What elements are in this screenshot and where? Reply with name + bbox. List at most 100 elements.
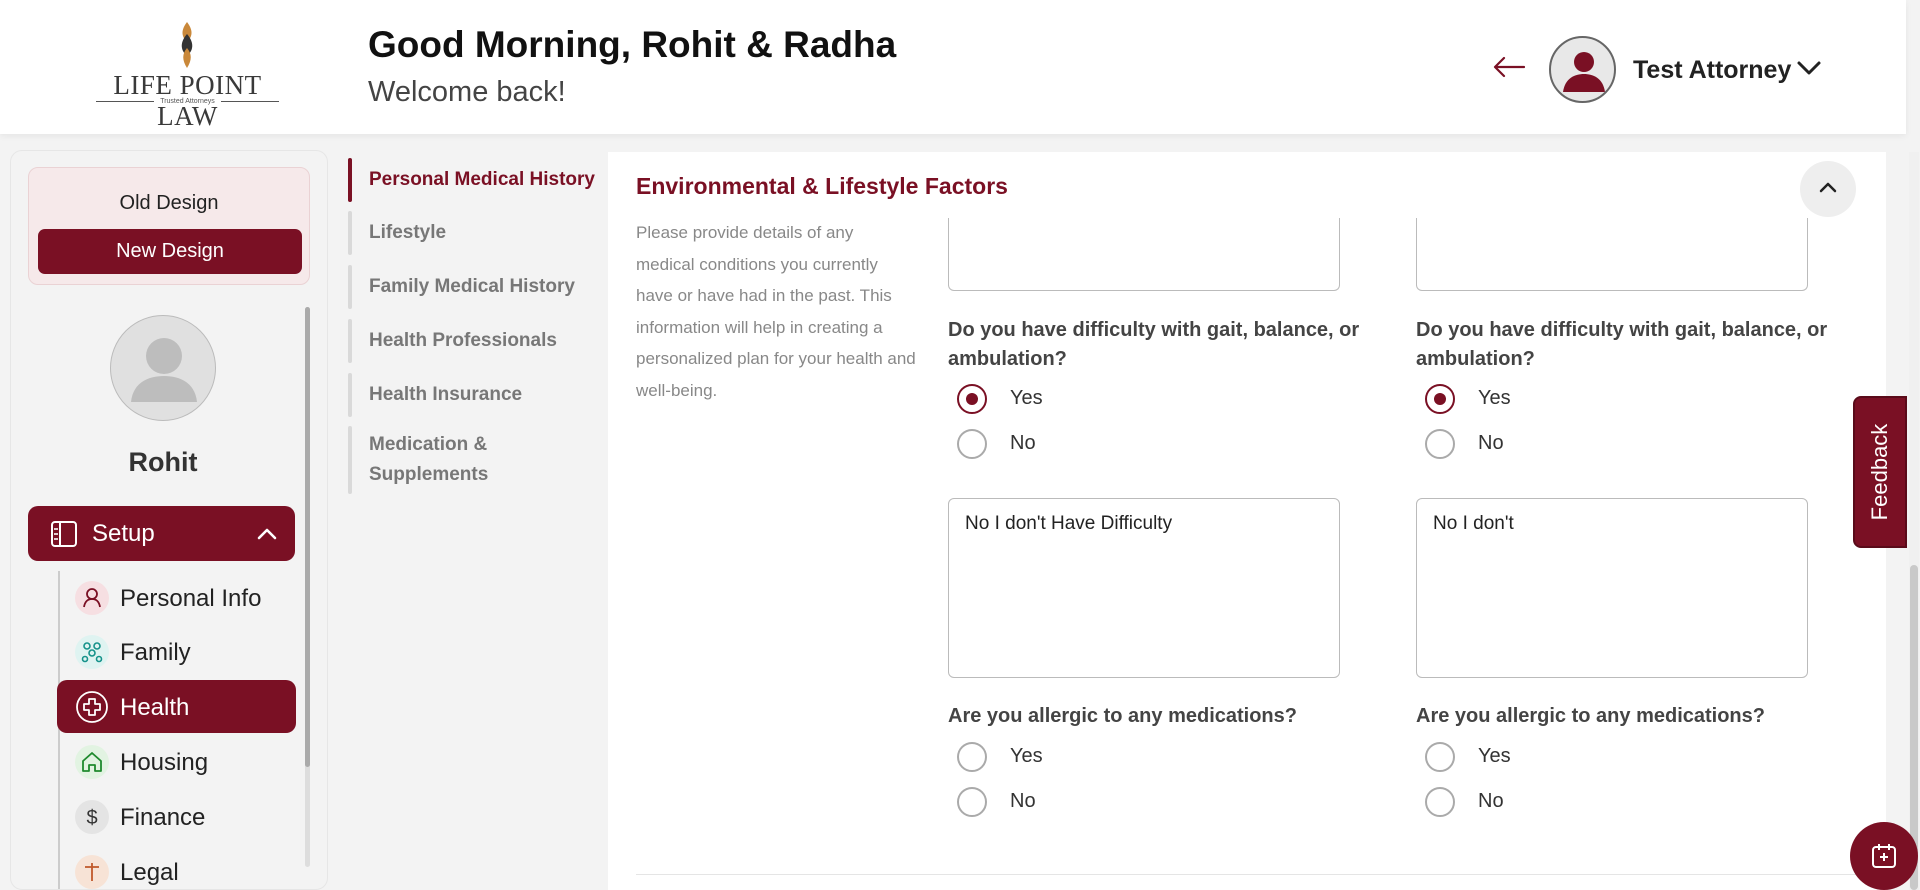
subnav-indicator	[348, 426, 352, 494]
subnav-family-medical-history[interactable]: Family Medical History	[348, 265, 608, 309]
person-icon	[75, 581, 109, 615]
radio-circle[interactable]	[1425, 429, 1455, 459]
allergy-question: Are you allergic to any medications?	[1416, 705, 1765, 727]
radio-label: Yes	[1010, 387, 1043, 409]
sidebar-item-personal-info[interactable]: Personal Info	[57, 571, 296, 624]
sidebar-item-housing[interactable]: Housing	[57, 735, 296, 788]
gait-no-radio[interactable]: No	[948, 427, 1148, 461]
gait-yes-radio[interactable]: Yes	[948, 382, 1148, 416]
back-arrow-icon[interactable]	[1492, 55, 1526, 79]
sidebar-item-finance[interactable]: $ Finance	[57, 790, 296, 843]
setup-label: Setup	[92, 520, 155, 547]
health-cross-icon	[76, 691, 108, 723]
previous-details-textarea[interactable]	[948, 218, 1340, 291]
subnav-lifestyle[interactable]: Lifestyle	[348, 211, 608, 255]
svg-text:$: $	[86, 807, 97, 829]
previous-details-textarea[interactable]	[1416, 218, 1808, 291]
old-design-button[interactable]: Old Design	[119, 192, 219, 214]
welcome-subtitle: Welcome back!	[368, 76, 566, 108]
gait-details-textarea[interactable]: No I don't Have Difficulty	[948, 498, 1340, 678]
radio-circle[interactable]	[1425, 742, 1455, 772]
section-title: Environmental & Lifestyle Factors	[636, 173, 1008, 199]
calendar-fab-button[interactable]	[1850, 822, 1918, 890]
sidebar-item-legal[interactable]: Legal	[57, 845, 296, 889]
subnav-medication-supplements[interactable]: Medication & Supplements	[348, 426, 528, 494]
new-design-button[interactable]: New Design	[38, 229, 302, 274]
gait-yes-radio[interactable]: Yes	[1416, 382, 1616, 416]
calendar-icon	[1872, 844, 1896, 868]
subnav-indicator	[348, 158, 352, 202]
allergy-yes-radio[interactable]: Yes	[948, 740, 1148, 774]
radio-label: No	[1478, 790, 1504, 812]
subnav-label: Lifestyle	[369, 222, 447, 243]
radio-circle[interactable]	[957, 787, 987, 817]
sidebar: Old Design New Design Rohit Setup Person…	[10, 150, 328, 890]
chevron-down-icon[interactable]	[1796, 58, 1822, 78]
page-scroll-thumb[interactable]	[1910, 565, 1918, 890]
chevron-up-icon[interactable]	[256, 524, 278, 544]
sidebar-scroll-thumb[interactable]	[305, 307, 310, 767]
subnav-indicator	[348, 319, 352, 363]
greeting-title: Good Morning, Rohit & Radha	[368, 24, 897, 65]
subnav-indicator	[348, 265, 352, 309]
sidebar-item-label: Health	[120, 694, 190, 721]
allergy-question: Are you allergic to any medications?	[948, 705, 1297, 727]
radio-label: No	[1478, 432, 1504, 454]
user-name[interactable]: Test Attorney	[1633, 56, 1792, 84]
subnav-health-insurance[interactable]: Health Insurance	[348, 373, 608, 417]
allergy-no-radio[interactable]: No	[1416, 785, 1616, 819]
radio-label: No	[1010, 790, 1036, 812]
subnav-label: Health Insurance	[369, 384, 523, 405]
radio-circle[interactable]	[957, 384, 987, 414]
profile-avatar[interactable]	[110, 315, 216, 421]
design-toggle: Old Design New Design	[28, 167, 310, 285]
radio-label: Yes	[1010, 745, 1043, 767]
sidebar-item-health[interactable]: Health	[57, 680, 296, 733]
feedback-label: Feedback	[1867, 423, 1892, 521]
gait-balance-question: Do you have difficulty with gait, balanc…	[1416, 319, 1828, 370]
subnav-indicator	[348, 211, 352, 255]
sidebar-item-label: Legal	[120, 859, 179, 886]
radio-label: Yes	[1478, 387, 1511, 409]
radio-label: No	[1010, 432, 1036, 454]
sidebar-item-family[interactable]: Family	[57, 625, 296, 678]
sidebar-item-label: Finance	[120, 804, 206, 831]
profile-name: Rohit	[128, 447, 198, 477]
gait-balance-question: Do you have difficulty with gait, balanc…	[948, 319, 1360, 370]
gait-no-radio[interactable]: No	[1416, 427, 1616, 461]
setup-book-icon	[51, 521, 77, 547]
radio-circle[interactable]	[1425, 384, 1455, 414]
subnav-health-professionals[interactable]: Health Professionals	[348, 319, 608, 363]
radio-circle[interactable]	[1425, 787, 1455, 817]
person-silhouette-icon	[131, 338, 197, 402]
radio-label: Yes	[1478, 745, 1511, 767]
sidebar-item-label: Personal Info	[120, 585, 262, 612]
user-avatar[interactable]	[1549, 36, 1616, 103]
page-scrollbar[interactable]	[1909, 152, 1919, 890]
sidebar-item-label: Housing	[120, 749, 209, 776]
user-avatar-icon	[1563, 52, 1605, 92]
main-panel: Environmental & Lifestyle Factors Please…	[608, 152, 1886, 890]
subnav-label: Health Professionals	[369, 330, 557, 351]
feedback-tab[interactable]: Feedback	[1853, 396, 1907, 548]
gait-details-textarea[interactable]: No I don't	[1416, 498, 1808, 678]
subnav-personal-medical-history[interactable]: Personal Medical History	[348, 158, 608, 202]
sidebar-item-label: Family	[120, 639, 191, 666]
home-icon	[75, 745, 109, 779]
health-subnav: Personal Medical History Lifestyle Famil…	[348, 150, 608, 890]
brand-logo[interactable]: LIFE POINT LAW Trusted Attorneys	[85, 20, 290, 131]
section-divider	[636, 874, 1886, 875]
allergy-no-radio[interactable]: No	[948, 785, 1148, 819]
radio-circle[interactable]	[957, 742, 987, 772]
logo-flame-icon	[181, 22, 193, 68]
legal-icon	[75, 855, 109, 889]
radio-circle[interactable]	[957, 429, 987, 459]
chevron-up-icon	[1819, 182, 1837, 192]
logo-text: LIFE POINT LAW	[113, 70, 262, 131]
section-description: Please provide details of any medical co…	[636, 223, 916, 400]
logo-subtitle: Trusted Attorneys	[85, 98, 290, 105]
collapse-section-button[interactable]	[1800, 161, 1856, 217]
allergy-yes-radio[interactable]: Yes	[1416, 740, 1616, 774]
setup-menu[interactable]: Setup	[28, 506, 295, 561]
subnav-label: Family Medical History	[369, 276, 575, 297]
